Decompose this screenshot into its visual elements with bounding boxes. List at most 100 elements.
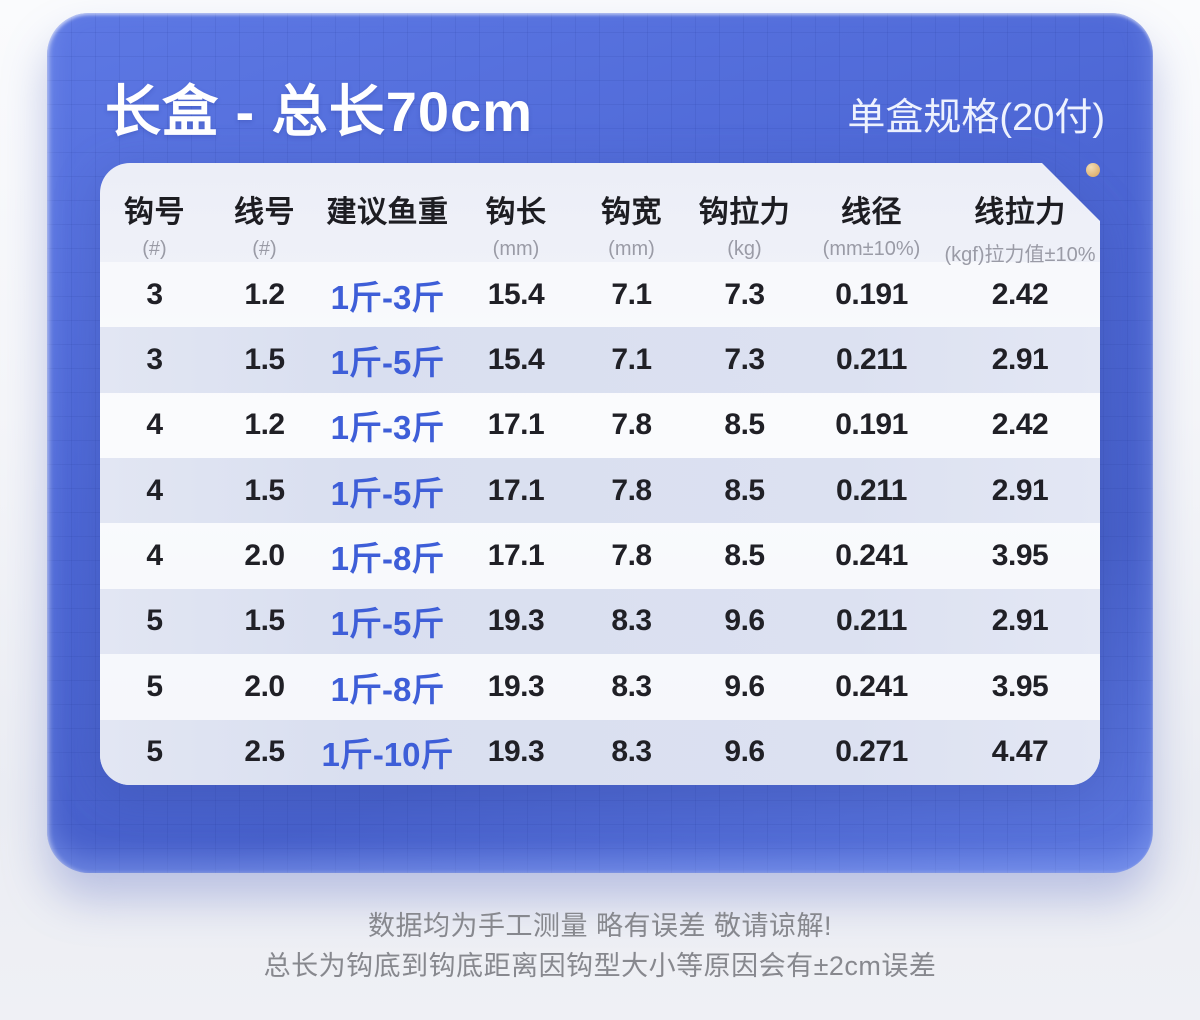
table-body: 3 1.2 1斤-3斤 15.4 7.1 7.3 0.191 2.42 3 1.5 1斤-5斤 15.… xyxy=(100,262,1100,785)
cell-hook-pull-strength: 9.6 xyxy=(724,604,765,638)
cell-line-pull-strength: 4.47 xyxy=(991,735,1049,769)
disclaimer: 数据均为手工测量 略有误差 敬请谅解! 总长为钩底到钩底距离因钩型大小等原因会有… xyxy=(0,906,1200,986)
cell-line-pull-strength: 2.91 xyxy=(991,604,1049,638)
gold-dot-decoration xyxy=(1086,163,1100,177)
cell-line-pull-strength: 2.42 xyxy=(991,408,1049,442)
column-unit: (kg) xyxy=(727,238,762,260)
table-row: 4 1.2 1斤-3斤 17.1 7.8 8.5 0.191 2.42 xyxy=(100,393,1100,458)
cell-hook-width: 8.3 xyxy=(611,735,652,769)
spec-card: 长盒 - 总长70cm 单盒规格(20付) 钩号 (#) 线号 (#) 建议鱼重 钩长 (m… xyxy=(47,13,1153,873)
cell-suggested-fish-weight: 1斤-5斤 xyxy=(330,605,445,643)
cell-hook-length: 15.4 xyxy=(487,343,545,377)
cell-hook-size: 3 xyxy=(146,343,163,377)
column-unit: (#) xyxy=(252,238,277,260)
table-row: 4 2.0 1斤-8斤 17.1 7.8 8.5 0.241 3.95 xyxy=(100,523,1100,588)
spec-table-wrapper: 钩号 (#) 线号 (#) 建议鱼重 钩长 (mm) 钩宽 (mm) 钩拉力 (kg) 线径 (mm±1… xyxy=(100,163,1100,785)
cell-line-size: 2.5 xyxy=(244,735,285,769)
cell-hook-width: 8.3 xyxy=(611,669,652,703)
cell-hook-pull-strength: 9.6 xyxy=(724,735,765,769)
cell-line-size: 1.2 xyxy=(244,408,285,442)
disclaimer-line-2: 总长为钩底到钩底距离因钩型大小等原因会有±2cm误差 xyxy=(263,951,937,981)
column-label: 钩号 xyxy=(124,196,185,229)
table-row: 5 2.5 1斤-10斤 19.3 8.3 9.6 0.271 4.47 xyxy=(100,720,1100,785)
column-label: 钩长 xyxy=(485,196,547,229)
cell-hook-width: 7.1 xyxy=(611,277,652,311)
cell-line-diameter: 0.271 xyxy=(835,735,908,769)
cell-hook-width: 7.1 xyxy=(611,343,652,377)
cell-line-size: 1.5 xyxy=(244,604,285,638)
cell-line-diameter: 0.191 xyxy=(835,408,908,442)
cell-hook-length: 17.1 xyxy=(487,473,545,507)
column-label: 线拉力 xyxy=(974,196,1066,229)
cell-suggested-fish-weight: 1斤-10斤 xyxy=(321,736,454,774)
cell-line-diameter: 0.241 xyxy=(835,669,908,703)
column-header-hook-pull-strength: 钩拉力 (kg) xyxy=(686,163,803,267)
cell-suggested-fish-weight: 1斤-8斤 xyxy=(330,670,445,708)
cell-line-size: 2.0 xyxy=(244,669,285,703)
table-header: 钩号 (#) 线号 (#) 建议鱼重 钩长 (mm) 钩宽 (mm) 钩拉力 (kg) 线径 (mm±1… xyxy=(100,163,1100,262)
cell-line-pull-strength: 2.42 xyxy=(991,277,1049,311)
cell-line-size: 1.5 xyxy=(244,343,285,377)
column-label: 线号 xyxy=(234,196,295,229)
card-header: 长盒 - 总长70cm 单盒规格(20付) xyxy=(47,13,1153,163)
column-header-hook-size: 钩号 (#) xyxy=(100,163,209,267)
cell-line-size: 1.2 xyxy=(244,277,285,311)
spec-table: 钩号 (#) 线号 (#) 建议鱼重 钩长 (mm) 钩宽 (mm) 钩拉力 (kg) 线径 (mm±1… xyxy=(100,163,1100,785)
cell-hook-length: 17.1 xyxy=(487,539,545,573)
cell-hook-width: 7.8 xyxy=(611,539,652,573)
column-unit: (mm) xyxy=(492,238,540,260)
cell-line-size: 1.5 xyxy=(244,473,285,507)
column-label: 钩拉力 xyxy=(698,196,791,229)
column-header-line-diameter: 线径 (mm±10%) xyxy=(803,163,940,267)
cell-line-pull-strength: 2.91 xyxy=(991,343,1049,377)
cell-hook-length: 19.3 xyxy=(487,669,545,703)
cell-line-diameter: 0.211 xyxy=(836,604,907,638)
cell-line-pull-strength: 3.95 xyxy=(991,539,1049,573)
cell-line-diameter: 0.211 xyxy=(836,473,907,507)
column-header-line-size: 线号 (#) xyxy=(209,163,320,267)
cell-line-size: 2.0 xyxy=(244,539,285,573)
cell-suggested-fish-weight: 1斤-3斤 xyxy=(330,278,445,316)
table-row: 4 1.5 1斤-5斤 17.1 7.8 8.5 0.211 2.91 xyxy=(100,458,1100,523)
cell-suggested-fish-weight: 1斤-8斤 xyxy=(330,540,445,578)
cell-hook-length: 19.3 xyxy=(487,604,545,638)
cell-hook-size: 4 xyxy=(146,539,163,573)
cell-hook-pull-strength: 7.3 xyxy=(724,277,765,311)
table-row: 5 1.5 1斤-5斤 19.3 8.3 9.6 0.211 2.91 xyxy=(100,589,1100,654)
cell-hook-pull-strength: 8.5 xyxy=(724,473,765,507)
column-header-suggested-fish-weight: 建议鱼重 xyxy=(320,163,455,267)
column-unit: (mm) xyxy=(608,238,655,260)
column-header-hook-length: 钩长 (mm) xyxy=(455,163,577,267)
cell-hook-pull-strength: 8.5 xyxy=(724,539,765,573)
cell-line-diameter: 0.211 xyxy=(836,343,907,377)
cell-hook-size: 4 xyxy=(146,408,163,442)
cell-line-diameter: 0.191 xyxy=(835,277,908,311)
column-label: 钩宽 xyxy=(601,196,662,229)
cell-hook-length: 19.3 xyxy=(487,735,545,769)
column-label: 线径 xyxy=(841,196,902,229)
cell-hook-length: 17.1 xyxy=(487,408,545,442)
cell-hook-length: 15.4 xyxy=(487,277,545,311)
cell-hook-pull-strength: 8.5 xyxy=(724,408,765,442)
cell-suggested-fish-weight: 1斤-5斤 xyxy=(330,474,445,512)
cell-hook-width: 7.8 xyxy=(611,408,652,442)
cell-suggested-fish-weight: 1斤-5斤 xyxy=(330,344,445,382)
table-row: 3 1.2 1斤-3斤 15.4 7.1 7.3 0.191 2.42 xyxy=(100,262,1100,327)
box-spec-label: 单盒规格(20付) xyxy=(847,96,1105,139)
column-header-line-pull-strength: 线拉力 (kgf)拉力值±10% xyxy=(940,163,1100,267)
cell-line-diameter: 0.241 xyxy=(835,539,908,573)
cell-hook-size: 5 xyxy=(146,669,163,703)
cell-hook-size: 5 xyxy=(146,735,163,769)
cell-hook-width: 8.3 xyxy=(611,604,652,638)
cell-hook-size: 4 xyxy=(146,473,163,507)
cell-line-pull-strength: 2.91 xyxy=(991,473,1049,507)
cell-hook-pull-strength: 7.3 xyxy=(724,343,765,377)
column-label: 建议鱼重 xyxy=(326,196,449,229)
disclaimer-line-1: 数据均为手工测量 略有误差 敬请谅解! xyxy=(367,911,832,941)
table-row: 3 1.5 1斤-5斤 15.4 7.1 7.3 0.211 2.91 xyxy=(100,327,1100,392)
card-title: 长盒 - 总长70cm xyxy=(105,79,533,143)
column-header-hook-width: 钩宽 (mm) xyxy=(577,163,686,267)
cell-hook-size: 3 xyxy=(146,277,163,311)
cell-hook-width: 7.8 xyxy=(611,473,652,507)
